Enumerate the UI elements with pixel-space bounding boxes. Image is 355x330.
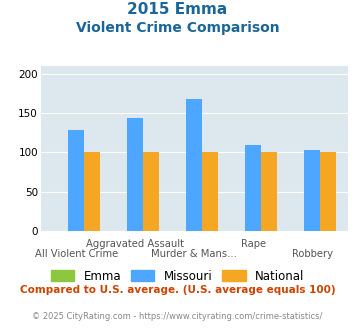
Bar	[321, 152, 337, 231]
Text: 2015 Emma: 2015 Emma	[127, 2, 228, 16]
Text: © 2025 CityRating.com - https://www.cityrating.com/crime-statistics/: © 2025 CityRating.com - https://www.city…	[32, 312, 323, 321]
Text: All Violent Crime: All Violent Crime	[35, 249, 118, 259]
Bar	[202, 152, 218, 231]
Bar	[186, 99, 202, 231]
Text: Robbery: Robbery	[292, 249, 333, 259]
Bar	[127, 118, 143, 231]
Bar	[261, 152, 277, 231]
Bar	[305, 150, 321, 231]
Text: Aggravated Assault: Aggravated Assault	[86, 239, 184, 249]
Bar	[68, 130, 84, 231]
Text: Rape: Rape	[241, 239, 266, 249]
Bar	[143, 152, 159, 231]
Bar	[245, 145, 261, 231]
Legend: Emma, Missouri, National: Emma, Missouri, National	[46, 265, 309, 287]
Text: Compared to U.S. average. (U.S. average equals 100): Compared to U.S. average. (U.S. average …	[20, 285, 335, 295]
Text: Murder & Mans...: Murder & Mans...	[152, 249, 237, 259]
Text: Violent Crime Comparison: Violent Crime Comparison	[76, 21, 279, 35]
Bar	[84, 152, 100, 231]
